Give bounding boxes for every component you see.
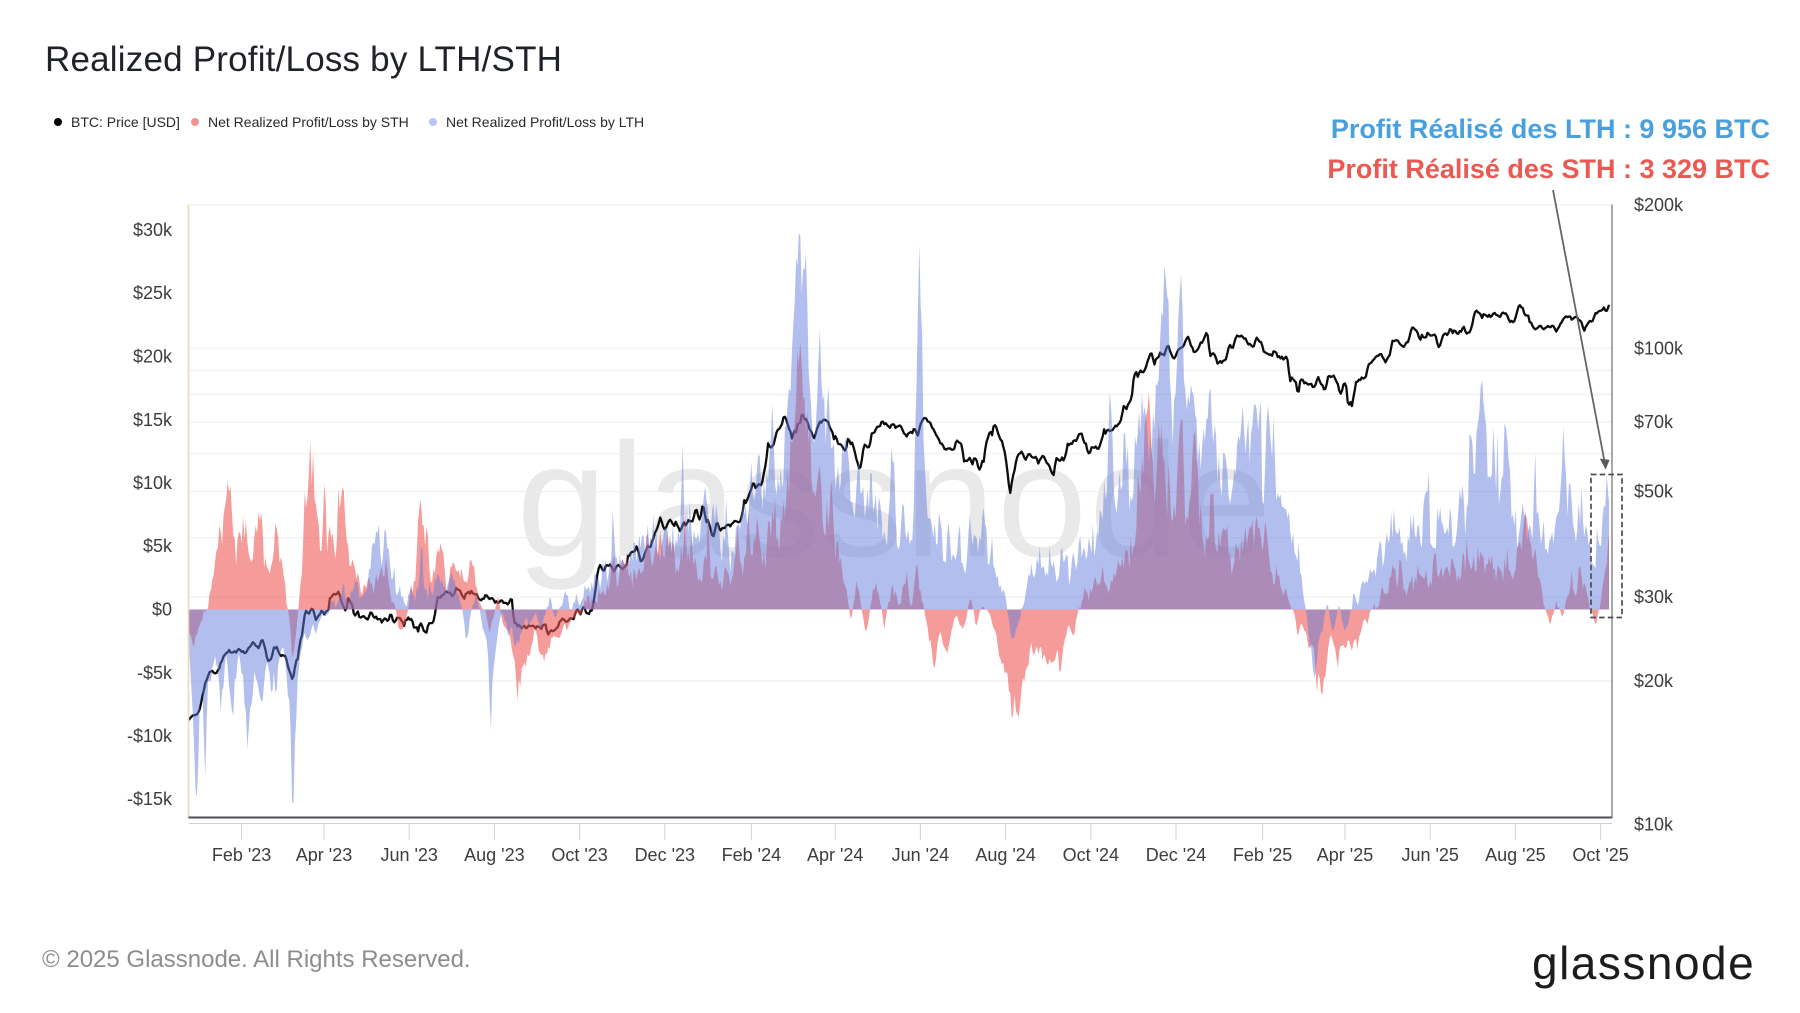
svg-text:Oct '23: Oct '23 — [551, 845, 607, 865]
svg-text:-$15k: -$15k — [127, 789, 173, 809]
svg-text:$100k: $100k — [1634, 338, 1684, 358]
svg-text:Jun '23: Jun '23 — [380, 845, 437, 865]
svg-text:Feb '25: Feb '25 — [1233, 845, 1292, 865]
svg-text:Jun '25: Jun '25 — [1401, 845, 1458, 865]
svg-text:$200k: $200k — [1634, 195, 1684, 215]
svg-text:-$10k: -$10k — [127, 726, 173, 746]
svg-text:-$5k: -$5k — [137, 663, 173, 683]
svg-text:Jun '24: Jun '24 — [892, 845, 949, 865]
svg-text:$30k: $30k — [1634, 587, 1674, 607]
svg-text:Aug '24: Aug '24 — [975, 845, 1036, 865]
svg-text:Apr '25: Apr '25 — [1317, 845, 1373, 865]
svg-text:$50k: $50k — [1634, 482, 1674, 502]
svg-text:Oct '24: Oct '24 — [1063, 845, 1119, 865]
svg-text:Dec '23: Dec '23 — [635, 845, 695, 865]
svg-text:Oct '25: Oct '25 — [1572, 845, 1628, 865]
svg-text:Aug '25: Aug '25 — [1485, 845, 1546, 865]
svg-text:$70k: $70k — [1634, 412, 1674, 432]
svg-text:$5k: $5k — [143, 536, 173, 556]
svg-text:Apr '24: Apr '24 — [807, 845, 863, 865]
svg-text:Dec '24: Dec '24 — [1146, 845, 1206, 865]
svg-text:Feb '24: Feb '24 — [722, 845, 781, 865]
svg-text:$20k: $20k — [133, 347, 173, 367]
svg-text:Aug '23: Aug '23 — [464, 845, 525, 865]
svg-text:$25k: $25k — [133, 283, 173, 303]
svg-text:$10k: $10k — [1634, 814, 1674, 834]
svg-text:$15k: $15k — [133, 410, 173, 430]
svg-text:$0: $0 — [152, 600, 172, 620]
svg-text:$30k: $30k — [133, 220, 173, 240]
svg-text:$10k: $10k — [133, 473, 173, 493]
svg-text:Apr '23: Apr '23 — [296, 845, 352, 865]
svg-text:$20k: $20k — [1634, 671, 1674, 691]
svg-text:Feb '23: Feb '23 — [212, 845, 271, 865]
